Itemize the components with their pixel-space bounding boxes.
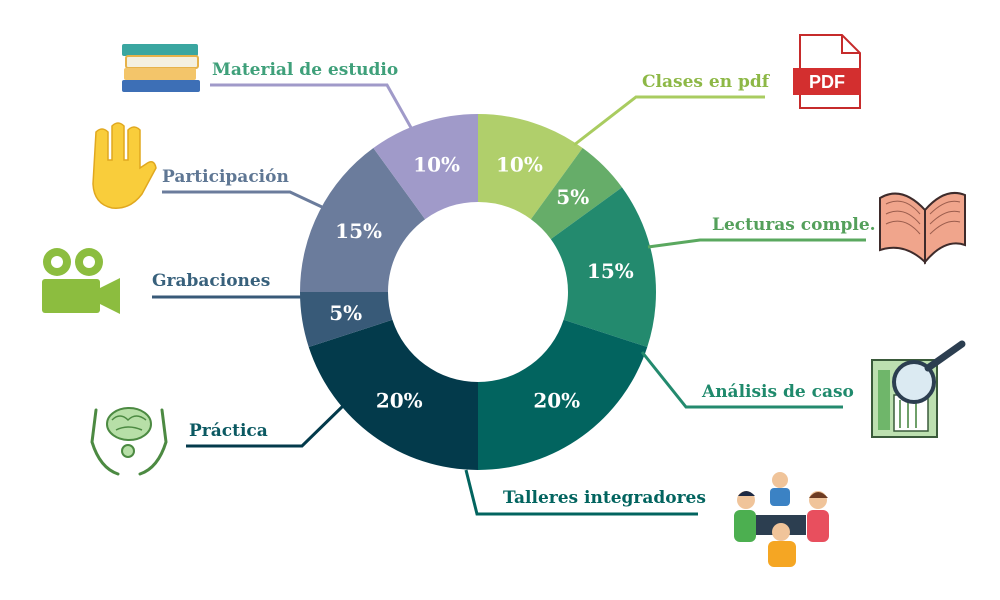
leader-line-practica <box>186 402 347 448</box>
leader-line-lecturas-comple <box>647 238 866 249</box>
label-practica: Práctica <box>189 421 268 441</box>
leader-line-participacion <box>162 190 323 209</box>
video-camera-icon <box>42 248 120 314</box>
label-participacion: Participación <box>162 167 289 187</box>
slice-grabaciones <box>300 292 393 348</box>
leader-line-talleres-integradores <box>464 469 698 516</box>
percent-label-clases-en-pdf: 10% <box>496 153 543 177</box>
slice-material-de-estudio <box>373 114 478 220</box>
document-magnifier-icon <box>871 340 966 438</box>
brain-hands-icon <box>90 407 168 476</box>
percent-label-participacion: 15% <box>335 219 382 243</box>
leader-line-clases-en-pdf <box>573 95 765 147</box>
donut-slices <box>300 114 656 470</box>
slice-practica <box>308 319 478 470</box>
slice-analisis-de-caso <box>550 187 656 348</box>
slice-lecturas-comple <box>530 147 623 240</box>
label-talleres-integradores: Talleres integradores <box>503 488 706 508</box>
label-clases-en-pdf: Clases en pdf <box>642 72 771 92</box>
raised-hand-icon <box>92 122 157 209</box>
label-material-de-estudio: Material de estudio <box>212 60 398 80</box>
open-book-icon <box>879 191 966 265</box>
percent-label-grabaciones: 5% <box>329 301 362 325</box>
leader-line-material-de-estudio <box>210 83 416 134</box>
label-grabaciones: Grabaciones <box>152 271 270 291</box>
slice-participacion <box>300 147 426 292</box>
label-lecturas-comple: Lecturas comple. <box>712 215 876 235</box>
slice-talleres-integradores <box>478 319 648 470</box>
svg-text:PDF: PDF <box>809 72 845 92</box>
percent-label-lecturas-comple: 5% <box>556 185 589 209</box>
percent-label-talleres-integradores: 20% <box>533 388 580 412</box>
leader-lines <box>152 83 866 516</box>
slice-clases-en-pdf <box>478 114 583 220</box>
percent-label-practica: 20% <box>376 388 423 412</box>
percent-label-analisis-de-caso: 15% <box>587 259 634 283</box>
percent-label-material-de-estudio: 10% <box>413 153 460 177</box>
leader-line-analisis-de-caso <box>640 351 843 409</box>
pdf-file-icon: PDF <box>793 34 861 109</box>
label-analisis-de-caso: Análisis de caso <box>701 382 854 402</box>
percent-labels: 10% 5% 15% 20% 20% 5% 15% 10% <box>329 153 634 413</box>
book-stack-icon <box>122 44 200 92</box>
team-meeting-icon <box>734 472 829 567</box>
